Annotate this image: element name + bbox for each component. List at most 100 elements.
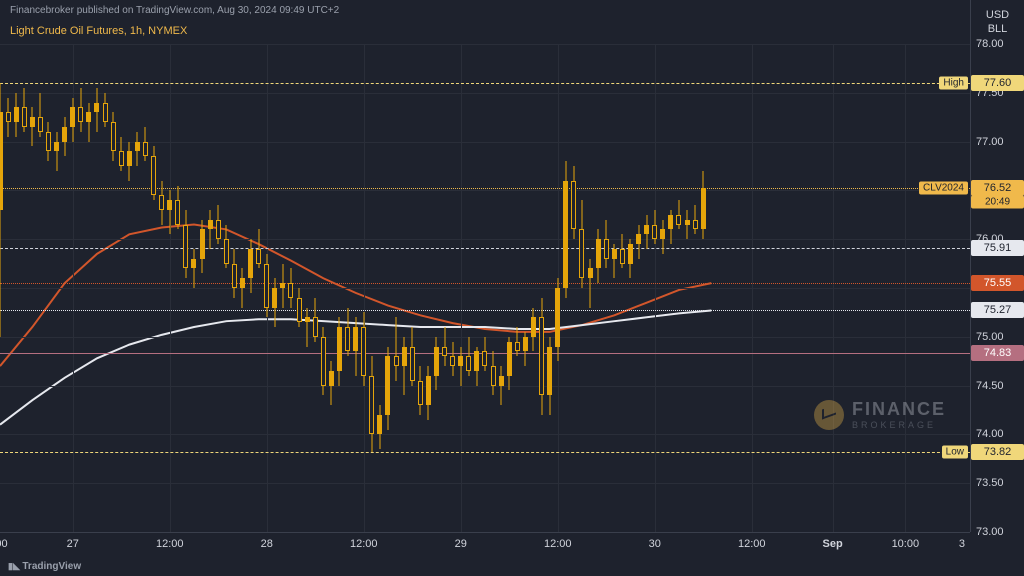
candle[interactable]	[256, 44, 261, 532]
candle[interactable]	[78, 44, 83, 532]
candle[interactable]	[523, 44, 528, 532]
candle[interactable]	[86, 44, 91, 532]
candle[interactable]	[248, 44, 253, 532]
candle[interactable]	[305, 44, 310, 532]
candle[interactable]	[337, 44, 342, 532]
candle[interactable]	[426, 44, 431, 532]
y-tick: 78.00	[970, 38, 1024, 50]
x-tick: 27	[67, 532, 79, 556]
price-label-low: 73.82	[971, 444, 1024, 460]
price-label-ma2-end: 75.27	[971, 302, 1024, 318]
candle[interactable]	[385, 44, 390, 532]
candle[interactable]	[280, 44, 285, 532]
candle[interactable]	[103, 44, 108, 532]
candle[interactable]	[151, 44, 156, 532]
candle[interactable]	[70, 44, 75, 532]
candle[interactable]	[668, 44, 673, 532]
candle[interactable]	[119, 44, 124, 532]
watermark-line2: BROKERAGE	[852, 420, 946, 430]
candle[interactable]	[272, 44, 277, 532]
candle[interactable]	[563, 44, 568, 532]
candle[interactable]	[159, 44, 164, 532]
x-tick: 30	[649, 532, 661, 556]
candle[interactable]	[321, 44, 326, 532]
candle[interactable]	[0, 44, 3, 532]
candle[interactable]	[499, 44, 504, 532]
chart-area[interactable]: HighCLV2024Low	[0, 44, 970, 532]
candle[interactable]	[30, 44, 35, 532]
candle[interactable]	[491, 44, 496, 532]
candle[interactable]	[200, 44, 205, 532]
candle[interactable]	[345, 44, 350, 532]
candle[interactable]	[54, 44, 59, 532]
candle[interactable]	[693, 44, 698, 532]
candle[interactable]	[539, 44, 544, 532]
candle[interactable]	[466, 44, 471, 532]
candle[interactable]	[191, 44, 196, 532]
candle[interactable]	[46, 44, 51, 532]
candle[interactable]	[612, 44, 617, 532]
price-sublabel-current: 20:49	[971, 196, 1024, 209]
candle[interactable]	[94, 44, 99, 532]
candle[interactable]	[450, 44, 455, 532]
candle[interactable]	[62, 44, 67, 532]
candle[interactable]	[636, 44, 641, 532]
price-label-prevclose: 75.91	[971, 240, 1024, 256]
candle[interactable]	[329, 44, 334, 532]
candle[interactable]	[547, 44, 552, 532]
candle[interactable]	[394, 44, 399, 532]
candle[interactable]	[127, 44, 132, 532]
candle[interactable]	[297, 44, 302, 532]
candle[interactable]	[434, 44, 439, 532]
candle[interactable]	[628, 44, 633, 532]
candle[interactable]	[22, 44, 27, 532]
candle[interactable]	[579, 44, 584, 532]
candle[interactable]	[571, 44, 576, 532]
candle[interactable]	[353, 44, 358, 532]
candle[interactable]	[652, 44, 657, 532]
candle[interactable]	[232, 44, 237, 532]
candle[interactable]	[111, 44, 116, 532]
candle[interactable]	[474, 44, 479, 532]
candle[interactable]	[555, 44, 560, 532]
candle[interactable]	[507, 44, 512, 532]
candle[interactable]	[224, 44, 229, 532]
candle[interactable]	[685, 44, 690, 532]
candle[interactable]	[183, 44, 188, 532]
candle[interactable]	[369, 44, 374, 532]
watermark-icon	[814, 400, 844, 430]
candle[interactable]	[208, 44, 213, 532]
candle[interactable]	[644, 44, 649, 532]
candle[interactable]	[410, 44, 415, 532]
candle[interactable]	[14, 44, 19, 532]
candle[interactable]	[588, 44, 593, 532]
candle[interactable]	[143, 44, 148, 532]
candle[interactable]	[596, 44, 601, 532]
candle[interactable]	[515, 44, 520, 532]
candle[interactable]	[167, 44, 172, 532]
candle[interactable]	[361, 44, 366, 532]
candle[interactable]	[377, 44, 382, 532]
price-label-high: 77.60	[971, 75, 1024, 91]
candle[interactable]	[216, 44, 221, 532]
candle[interactable]	[38, 44, 43, 532]
candle[interactable]	[442, 44, 447, 532]
candle[interactable]	[458, 44, 463, 532]
candle[interactable]	[620, 44, 625, 532]
candle[interactable]	[604, 44, 609, 532]
candle[interactable]	[482, 44, 487, 532]
candle[interactable]	[264, 44, 269, 532]
candle[interactable]	[531, 44, 536, 532]
candle[interactable]	[175, 44, 180, 532]
candle[interactable]	[660, 44, 665, 532]
candle[interactable]	[313, 44, 318, 532]
candle[interactable]	[402, 44, 407, 532]
candle[interactable]	[240, 44, 245, 532]
candle[interactable]	[6, 44, 11, 532]
candle[interactable]	[676, 44, 681, 532]
candle[interactable]	[418, 44, 423, 532]
candle[interactable]	[135, 44, 140, 532]
candle[interactable]	[701, 44, 706, 532]
candle[interactable]	[288, 44, 293, 532]
x-tick: 12:00	[156, 532, 184, 556]
